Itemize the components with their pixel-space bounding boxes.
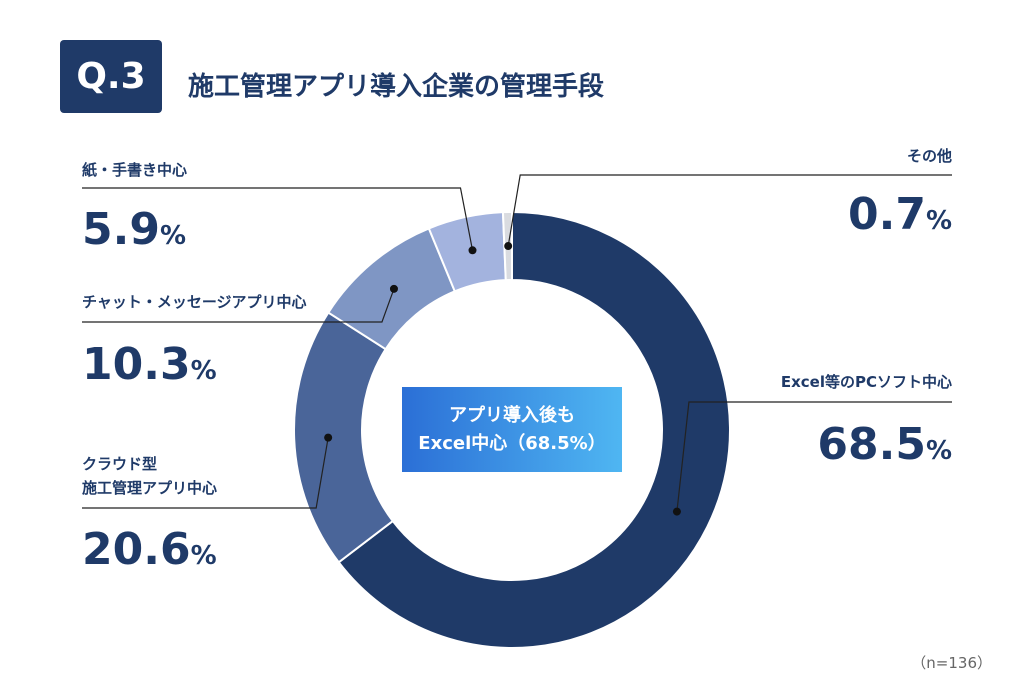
category-label: チャット・メッセージアプリ中心	[82, 293, 307, 311]
value-unit: %	[925, 206, 952, 236]
center-callout: アプリ導入後も Excel中心（68.5%）	[402, 387, 622, 472]
leader-line	[82, 187, 474, 251]
value-unit: %	[159, 221, 187, 251]
value-label: 10.3%	[82, 340, 217, 396]
value-label: 0.7%	[848, 190, 952, 246]
value-number: 10.3	[82, 339, 191, 390]
leader-line	[507, 174, 952, 247]
value-label: 20.6%	[82, 525, 217, 581]
value-number: 0.7	[847, 189, 926, 240]
leader-dot	[468, 246, 477, 255]
sample-note: （n=136）	[911, 654, 992, 672]
value-label: 5.9%	[82, 205, 186, 261]
donut-slice	[337, 210, 731, 649]
value-unit: %	[925, 436, 952, 466]
leader-line	[82, 288, 395, 323]
leader-dot	[504, 242, 513, 251]
value-number: 5.9	[82, 204, 160, 255]
value-unit: %	[190, 541, 217, 571]
leader-dot	[672, 507, 681, 516]
chart-title: 施工管理アプリ導入企業の管理手段	[188, 72, 605, 102]
donut-slice	[293, 311, 395, 564]
leader-line	[676, 401, 952, 512]
category-label: その他	[906, 147, 952, 165]
value-unit: %	[190, 356, 217, 386]
category-label: Excel等のPCソフト中心	[780, 373, 952, 391]
value-number: 68.5	[817, 419, 926, 470]
leader-dot	[324, 433, 333, 442]
question-badge: Q.3	[60, 40, 162, 113]
value-label: 68.5%	[817, 420, 952, 476]
category-label: 紙・手書き中心	[82, 161, 188, 179]
value-number: 20.6	[82, 524, 191, 575]
category-label: クラウド型 施工管理アプリ中心	[82, 455, 218, 497]
leader-line	[82, 437, 329, 509]
callout-line: Excel中心（68.5%）	[418, 432, 606, 454]
callout-line: アプリ導入後も	[449, 404, 575, 426]
leader-dot	[389, 284, 398, 293]
